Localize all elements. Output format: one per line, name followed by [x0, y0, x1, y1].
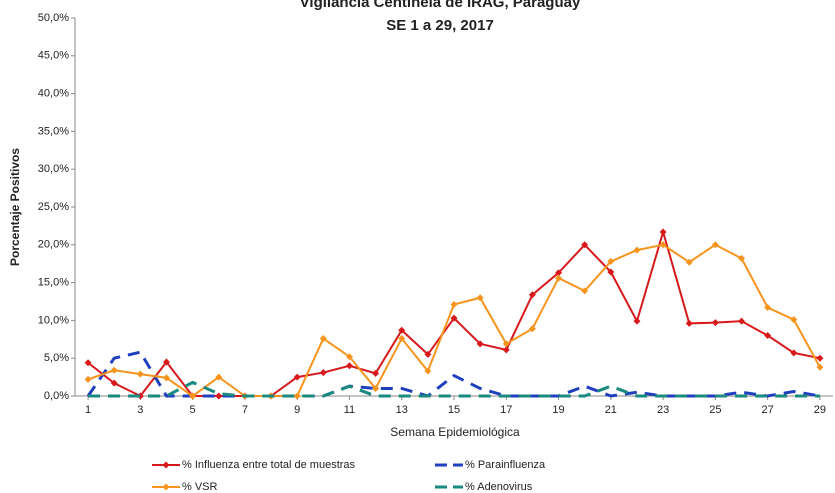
- point-marker: [764, 304, 772, 312]
- point-marker: [816, 354, 824, 362]
- x-tick-label: 21: [605, 404, 617, 416]
- point-marker: [790, 349, 798, 357]
- point-marker: [136, 370, 144, 378]
- point-marker: [607, 257, 615, 265]
- x-tick-label: 19: [552, 404, 564, 416]
- point-marker: [816, 363, 824, 371]
- point-marker: [293, 392, 301, 400]
- y-axis-title: Porcentaje Positivos: [8, 148, 22, 266]
- point-marker: [84, 375, 92, 383]
- y-tick-label: 15,0%: [38, 277, 69, 289]
- legend-label: % Adenovirus: [465, 481, 533, 493]
- point-marker: [293, 373, 301, 381]
- point-marker: [162, 358, 170, 366]
- point-marker: [424, 350, 432, 358]
- x-tick-label: 15: [448, 404, 460, 416]
- chart-subtitle: SE 1 a 29, 2017: [386, 17, 494, 34]
- point-marker: [711, 319, 719, 327]
- x-tick-label: 11: [344, 404, 355, 416]
- x-tick-label: 9: [294, 404, 300, 416]
- legend-marker: [162, 461, 170, 469]
- x-tick-label: 25: [709, 404, 721, 416]
- point-marker: [555, 274, 563, 282]
- point-marker: [555, 269, 563, 277]
- legend-label: % Parainfluenza: [465, 459, 546, 471]
- point-marker: [581, 287, 589, 295]
- point-marker: [711, 241, 719, 249]
- legend-label: % Influenza entre total de muestras: [182, 459, 356, 471]
- point-marker: [189, 392, 197, 400]
- x-tick-label: 13: [396, 404, 408, 416]
- point-marker: [764, 332, 772, 340]
- y-tick-label: 30,0%: [38, 163, 69, 175]
- point-marker: [319, 369, 327, 377]
- point-marker: [738, 317, 746, 325]
- x-tick-label: 27: [762, 404, 774, 416]
- x-tick-label: 7: [242, 404, 248, 416]
- x-tick-label: 29: [814, 404, 826, 416]
- y-tick-label: 10,0%: [38, 314, 69, 326]
- point-marker: [528, 325, 536, 333]
- point-marker: [345, 362, 353, 370]
- y-tick-label: 5,0%: [44, 352, 69, 364]
- point-marker: [659, 228, 667, 236]
- y-tick-label: 25,0%: [38, 201, 69, 213]
- point-marker: [607, 268, 615, 276]
- series-line: [87, 228, 821, 398]
- point-marker: [685, 319, 693, 327]
- legend-marker: [162, 483, 170, 491]
- point-marker: [110, 366, 118, 374]
- x-tick-label: 3: [137, 404, 143, 416]
- y-tick-label: 50,0%: [38, 12, 69, 24]
- point-marker: [581, 241, 589, 249]
- series-line: [88, 380, 820, 398]
- point-marker: [372, 369, 380, 377]
- point-marker: [502, 340, 510, 348]
- point-marker: [84, 359, 92, 367]
- point-marker: [738, 254, 746, 262]
- point-marker: [450, 301, 458, 309]
- x-tick-label: 5: [190, 404, 196, 416]
- y-tick-label: 35,0%: [38, 125, 69, 137]
- y-tick-label: 45,0%: [38, 50, 69, 62]
- point-marker: [633, 317, 641, 325]
- legend-label: % VSR: [182, 481, 218, 493]
- x-tick-label: 23: [657, 404, 669, 416]
- point-marker: [528, 291, 536, 299]
- point-marker: [215, 392, 223, 400]
- point-marker: [659, 241, 667, 249]
- point-marker: [110, 379, 118, 387]
- x-axis-title: Semana Epidemiológica: [390, 425, 520, 439]
- point-marker: [633, 246, 641, 254]
- x-tick-label: 1: [85, 404, 91, 416]
- x-tick-label: 17: [500, 404, 512, 416]
- y-tick-label: 0,0%: [44, 390, 69, 402]
- point-marker: [502, 346, 510, 354]
- point-marker: [136, 392, 144, 400]
- y-tick-label: 20,0%: [38, 239, 69, 251]
- point-marker: [476, 340, 484, 348]
- point-marker: [790, 316, 798, 324]
- point-marker: [215, 373, 223, 381]
- point-marker: [372, 384, 380, 392]
- point-marker: [476, 294, 484, 302]
- point-marker: [319, 335, 327, 343]
- point-marker: [424, 367, 432, 375]
- y-tick-label: 40,0%: [38, 88, 69, 100]
- point-marker: [685, 258, 693, 266]
- point-marker: [162, 374, 170, 382]
- point-marker: [398, 326, 406, 334]
- chart-title: Vigilancia Centinela de IRAG, Paraguay: [300, 0, 581, 11]
- series-line: [86, 350, 821, 398]
- point-marker: [450, 314, 458, 322]
- point-marker: [345, 353, 353, 361]
- point-marker: [398, 335, 406, 343]
